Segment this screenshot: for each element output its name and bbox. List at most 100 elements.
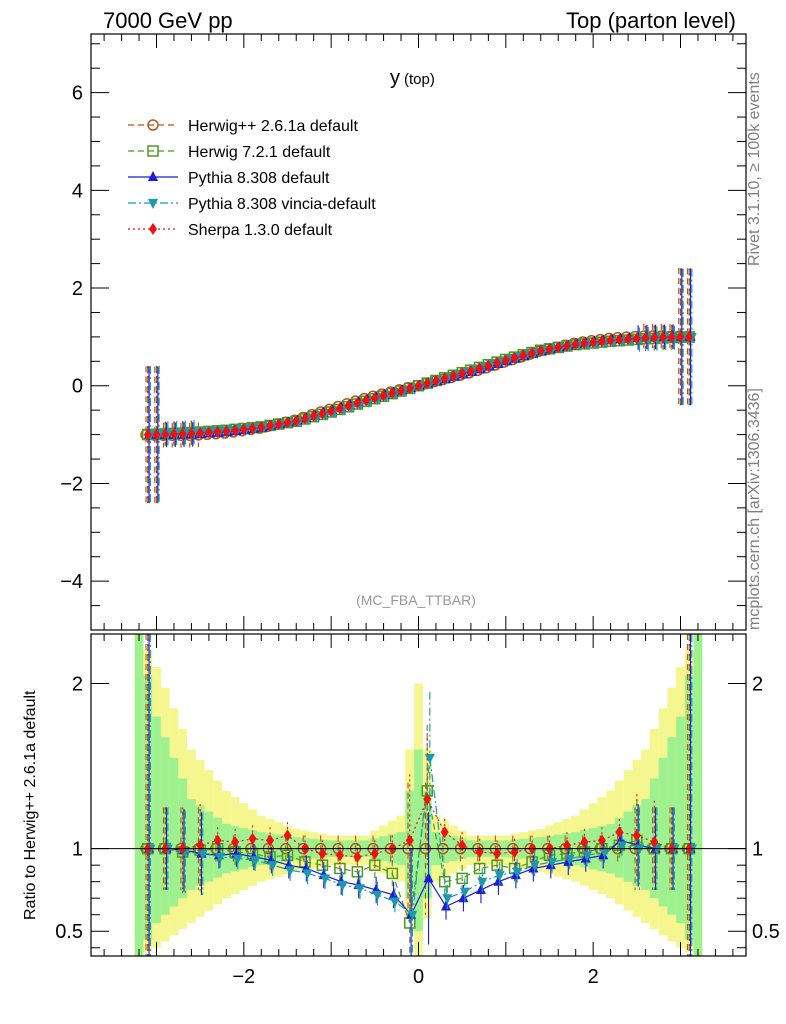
analysis-watermark: (MC_FBA_TTBAR) [356,592,476,608]
data-point [580,337,589,350]
legend-marker [148,171,158,181]
ratio-point [351,866,364,878]
green-uncertainty-band [693,634,703,956]
ratio-y-tick-label-right: 0.5 [752,921,780,943]
green-uncertainty-band [667,737,677,915]
ratio-point [302,869,313,880]
data-point [615,333,624,346]
data-point [493,357,502,370]
data-point [676,330,685,343]
data-point [685,330,694,343]
ratio-point [335,849,344,862]
x-tick-label: 2 [588,966,599,988]
legend: Herwig++ 2.6.1a default Herwig 7.2.1 defa… [128,118,376,239]
ratio-line [150,757,692,916]
data-point [624,333,633,346]
data-point [405,382,414,395]
ratio-point [564,854,575,865]
ratio-point [494,871,505,882]
ratio-point [316,859,329,871]
ratio-point [423,793,432,806]
source-label: mcplots.cern.ch [arXiv:1306.3436] [746,388,763,630]
green-uncertainty-band [187,799,196,890]
data-point [187,427,196,440]
ratio-point [493,875,504,886]
legend-marker [148,199,158,209]
header-left: 7000 GeV pp [103,8,233,33]
data-point [423,377,432,390]
ratio-point [458,892,469,903]
data-point [274,418,283,431]
data-point [353,397,362,410]
data-point [266,419,275,432]
ratio-point [337,880,348,891]
data-point [484,359,493,372]
ratio-series-4 [143,634,694,956]
x-tick-label: 0 [413,966,424,988]
green-uncertainty-band [160,737,170,915]
ratio-point [266,834,275,847]
ratio-point [491,859,503,871]
rivet-version-label: Rivet 3.1.10, ≥ 100k events [746,72,763,266]
ratio-point [512,867,523,878]
y-tick-label: −2 [60,473,83,495]
ratio-point [477,877,488,888]
ratio-point [597,834,606,847]
data-point [589,336,598,349]
data-point [222,425,231,438]
ratio-point [197,849,208,860]
data-point [528,347,537,360]
y-tick-label: 6 [72,83,83,105]
data-point [562,339,571,352]
ratio-point [389,897,400,908]
data-point [659,331,668,344]
ratio-point [599,847,610,858]
green-uncertainty-band [134,634,144,956]
ratio-point [475,883,486,894]
data-point [292,414,301,427]
ratio-point [407,910,418,921]
ratio-y-tick-label: 0.5 [55,921,83,943]
ratio-point [285,866,296,877]
ratio-y-tick-label: 2 [72,674,83,696]
data-point [650,331,659,344]
y-tick-label: 4 [72,180,83,202]
data-point [597,335,606,348]
data-point [257,421,266,434]
ratio-point [213,834,222,847]
data-point [327,405,336,418]
ratio-point [372,890,383,901]
y-tick-label: −4 [60,571,83,593]
ratio-y-axis-label: Ratio to Herwig++ 2.6.1a default [22,690,39,920]
ratio-point [529,861,540,872]
data-point [283,416,292,429]
green-uncertainty-band [641,799,650,890]
data-point [161,428,170,441]
ratio-point [386,867,399,880]
legend-marker [147,145,159,157]
ratio-point [250,856,261,867]
series-4 [143,268,694,503]
green-uncertainty-band [414,749,423,932]
data-point [397,384,406,397]
ratio-point [388,888,399,899]
data-point [606,334,615,347]
data-point [466,365,475,378]
ratio-y-tick-label-right: 2 [752,674,763,696]
data-point [641,331,650,344]
ratio-point [582,851,593,862]
legend-marker [149,223,157,235]
data-point [449,369,458,382]
ratio-point [459,887,470,898]
data-point [300,412,309,425]
ratio-point [353,850,362,863]
data-point [344,399,353,412]
data-point [231,424,240,437]
data-point [510,351,519,364]
data-point [362,394,371,407]
data-point [388,387,397,400]
ratio-point [281,849,294,862]
data-point [239,423,248,436]
legend-marker [147,119,159,131]
ratio-point [318,847,327,860]
